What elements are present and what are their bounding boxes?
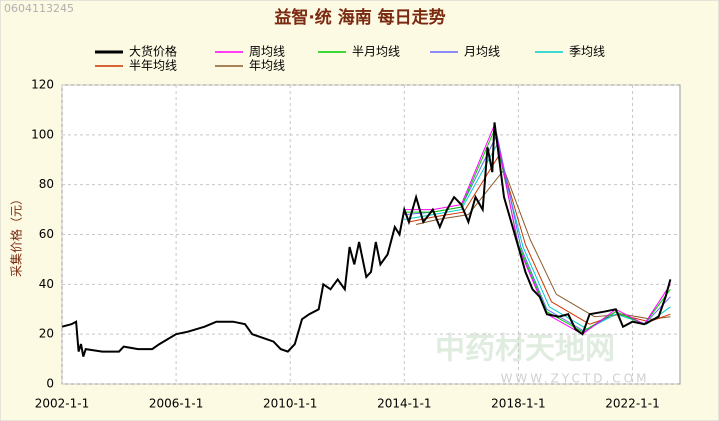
- y-axis-label: 采集价格（元）: [9, 193, 24, 277]
- y-tick-label: 0: [46, 377, 54, 391]
- series-line: [61, 122, 672, 357]
- x-tick-label: 2018-1-1: [491, 397, 545, 411]
- y-tick-label: 60: [39, 227, 54, 241]
- series-line: [415, 168, 671, 320]
- legend-label: 大货价格: [129, 44, 177, 59]
- legend-label: 季均线: [569, 45, 605, 59]
- legend-label: 年均线: [249, 59, 285, 73]
- chart-title: 益智·统 海南 每日走势: [274, 7, 445, 28]
- series-line: [404, 123, 671, 335]
- watermark-logo: 中药材天地网: [435, 332, 615, 367]
- y-tick-label: 80: [39, 177, 54, 191]
- y-tick-label: 20: [39, 327, 54, 341]
- y-tick-label: 120: [31, 78, 54, 92]
- legend-label: 半月均线: [352, 45, 400, 59]
- x-tick-label: 2002-1-1: [35, 397, 89, 411]
- legend-label: 周均线: [249, 45, 285, 59]
- x-tick-label: 2022-1-1: [605, 397, 659, 411]
- x-tick-label: 2014-1-1: [377, 397, 431, 411]
- legend-label: 半年均线: [129, 59, 177, 73]
- watermark-id: 0604113245: [4, 2, 74, 15]
- series-line: [408, 153, 671, 325]
- series-line: [404, 143, 671, 330]
- y-tick-label: 100: [31, 127, 54, 141]
- y-tick-label: 40: [39, 277, 54, 291]
- x-tick-label: 2010-1-1: [263, 397, 317, 411]
- x-tick-label: 2006-1-1: [149, 397, 203, 411]
- watermark-url: WWW.ZYCTD.COM: [501, 372, 650, 386]
- legend-label: 月均线: [464, 45, 500, 59]
